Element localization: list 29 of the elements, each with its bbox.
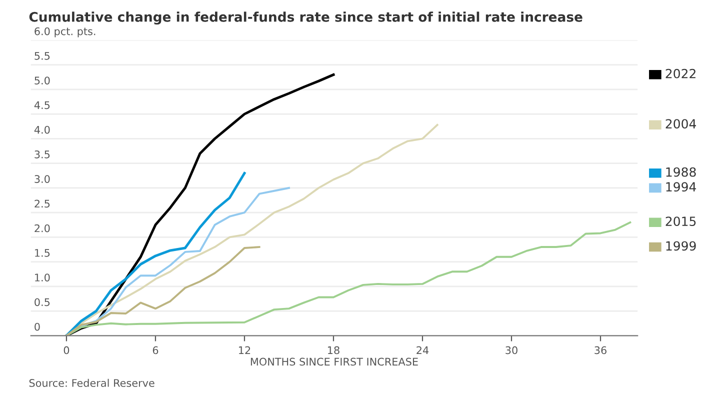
y-tick-label: 4.0 (34, 126, 50, 134)
y-tick-label: 5.5 (34, 52, 50, 60)
chart-title: Cumulative change in federal-funds rate since start of initial rate increase (29, 12, 582, 25)
x-tick-label: 36 (594, 346, 606, 354)
y-tick-label: 3.0 (34, 175, 50, 183)
y-tick-label: 2.5 (34, 200, 50, 208)
y-tick-label: 1.5 (35, 249, 50, 257)
x-tick-label: 0 (64, 346, 70, 354)
legend-label: 1994 (666, 182, 696, 192)
legend-label: 1988 (666, 167, 696, 177)
y-tick-label: 0 (34, 322, 40, 331)
x-tick-label: 18 (328, 346, 340, 354)
y-tick-label: 5.0 (34, 76, 50, 84)
legend-label: 2022 (666, 68, 696, 78)
y-tick-label: 1.0 (35, 274, 50, 282)
x-tick-label: 12 (239, 346, 250, 354)
legend-label: 2015 (666, 216, 696, 226)
legend-label: 1999 (666, 241, 696, 251)
y-tick-label: 3.5 (34, 150, 50, 158)
y-tick-label: 0.5 (34, 298, 50, 306)
x-tick-label: 30 (506, 346, 518, 354)
legend-label: 2004 (666, 119, 696, 129)
source-note: Source: Federal Reserve (29, 378, 154, 387)
x-tick-label: 6 (152, 346, 158, 354)
x-tick-label: 24 (416, 346, 429, 354)
x-axis-title: MONTHS SINCE FIRST INCREASE (250, 358, 418, 366)
y-tick-label: 2.0 (34, 224, 50, 232)
y-tick-label: 6.0 pct. pts. (34, 27, 96, 38)
y-tick-label: 4.5 (34, 101, 50, 110)
